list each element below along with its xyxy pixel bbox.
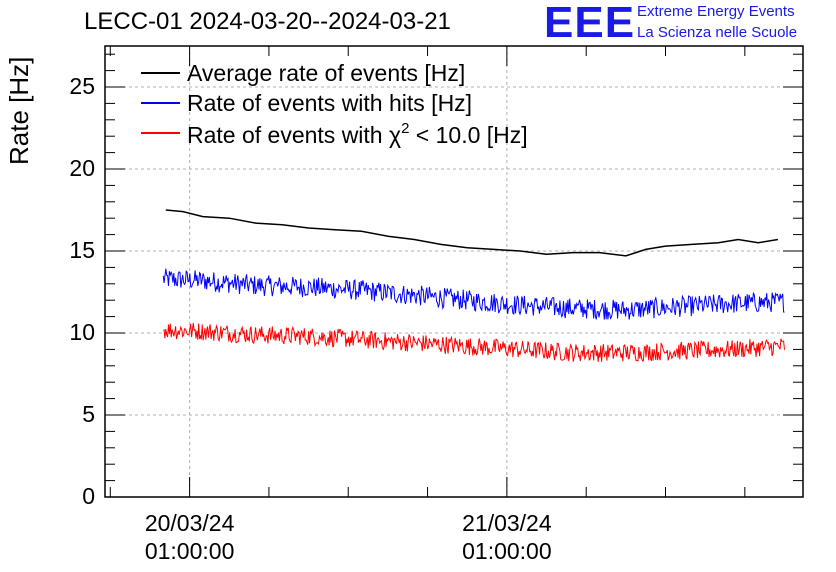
x-tick-time: 01:00:00 xyxy=(462,538,552,564)
y-tick-label: 20 xyxy=(69,155,95,181)
x-tick-date: 21/03/24 xyxy=(462,510,552,536)
plot-border xyxy=(104,45,804,498)
y-tick-label: 10 xyxy=(69,319,95,345)
legend-label-hits: Rate of events with hits [Hz] xyxy=(187,90,472,116)
series-layer xyxy=(162,209,785,362)
y-tick-label: 15 xyxy=(69,237,95,263)
legend-label-chi2: Rate of events with χ2 < 10.0 [Hz] xyxy=(187,120,528,148)
y-tick-label: 25 xyxy=(69,73,95,99)
eee-logo: EEE xyxy=(544,0,636,47)
x-tick-label: 21/03/24 01:00:00 xyxy=(447,509,567,565)
legend-chi2-symbol: χ xyxy=(389,122,401,148)
axis-ticks xyxy=(105,46,803,498)
series-line-2 xyxy=(163,322,785,362)
legend-label-average: Average rate of events [Hz] xyxy=(187,60,465,86)
brand-line-1: Extreme Energy Events xyxy=(637,3,795,20)
y-tick-label: 5 xyxy=(82,401,95,427)
brand-line-2: La Scienza nelle Scuole xyxy=(637,24,798,41)
series-line-0 xyxy=(165,209,779,257)
x-tick-time: 01:00:00 xyxy=(144,538,235,564)
series-line-1 xyxy=(162,268,785,320)
legend-chi2-suffix: < 10.0 [Hz] xyxy=(409,122,527,148)
plot-frame xyxy=(104,45,804,498)
x-tick-label: 20/03/24 01:00:00 xyxy=(130,509,250,565)
legend-chi2-prefix: Rate of events with xyxy=(187,122,389,148)
chart-title: LECC-01 2024-03-20--2024-03-21 xyxy=(84,8,451,35)
x-tick-date: 20/03/24 xyxy=(144,510,235,536)
legend: Average rate of events [Hz] Rate of even… xyxy=(141,60,528,148)
y-tick-label: 0 xyxy=(82,483,95,509)
legend-chi2-superscript: 2 xyxy=(401,120,409,137)
